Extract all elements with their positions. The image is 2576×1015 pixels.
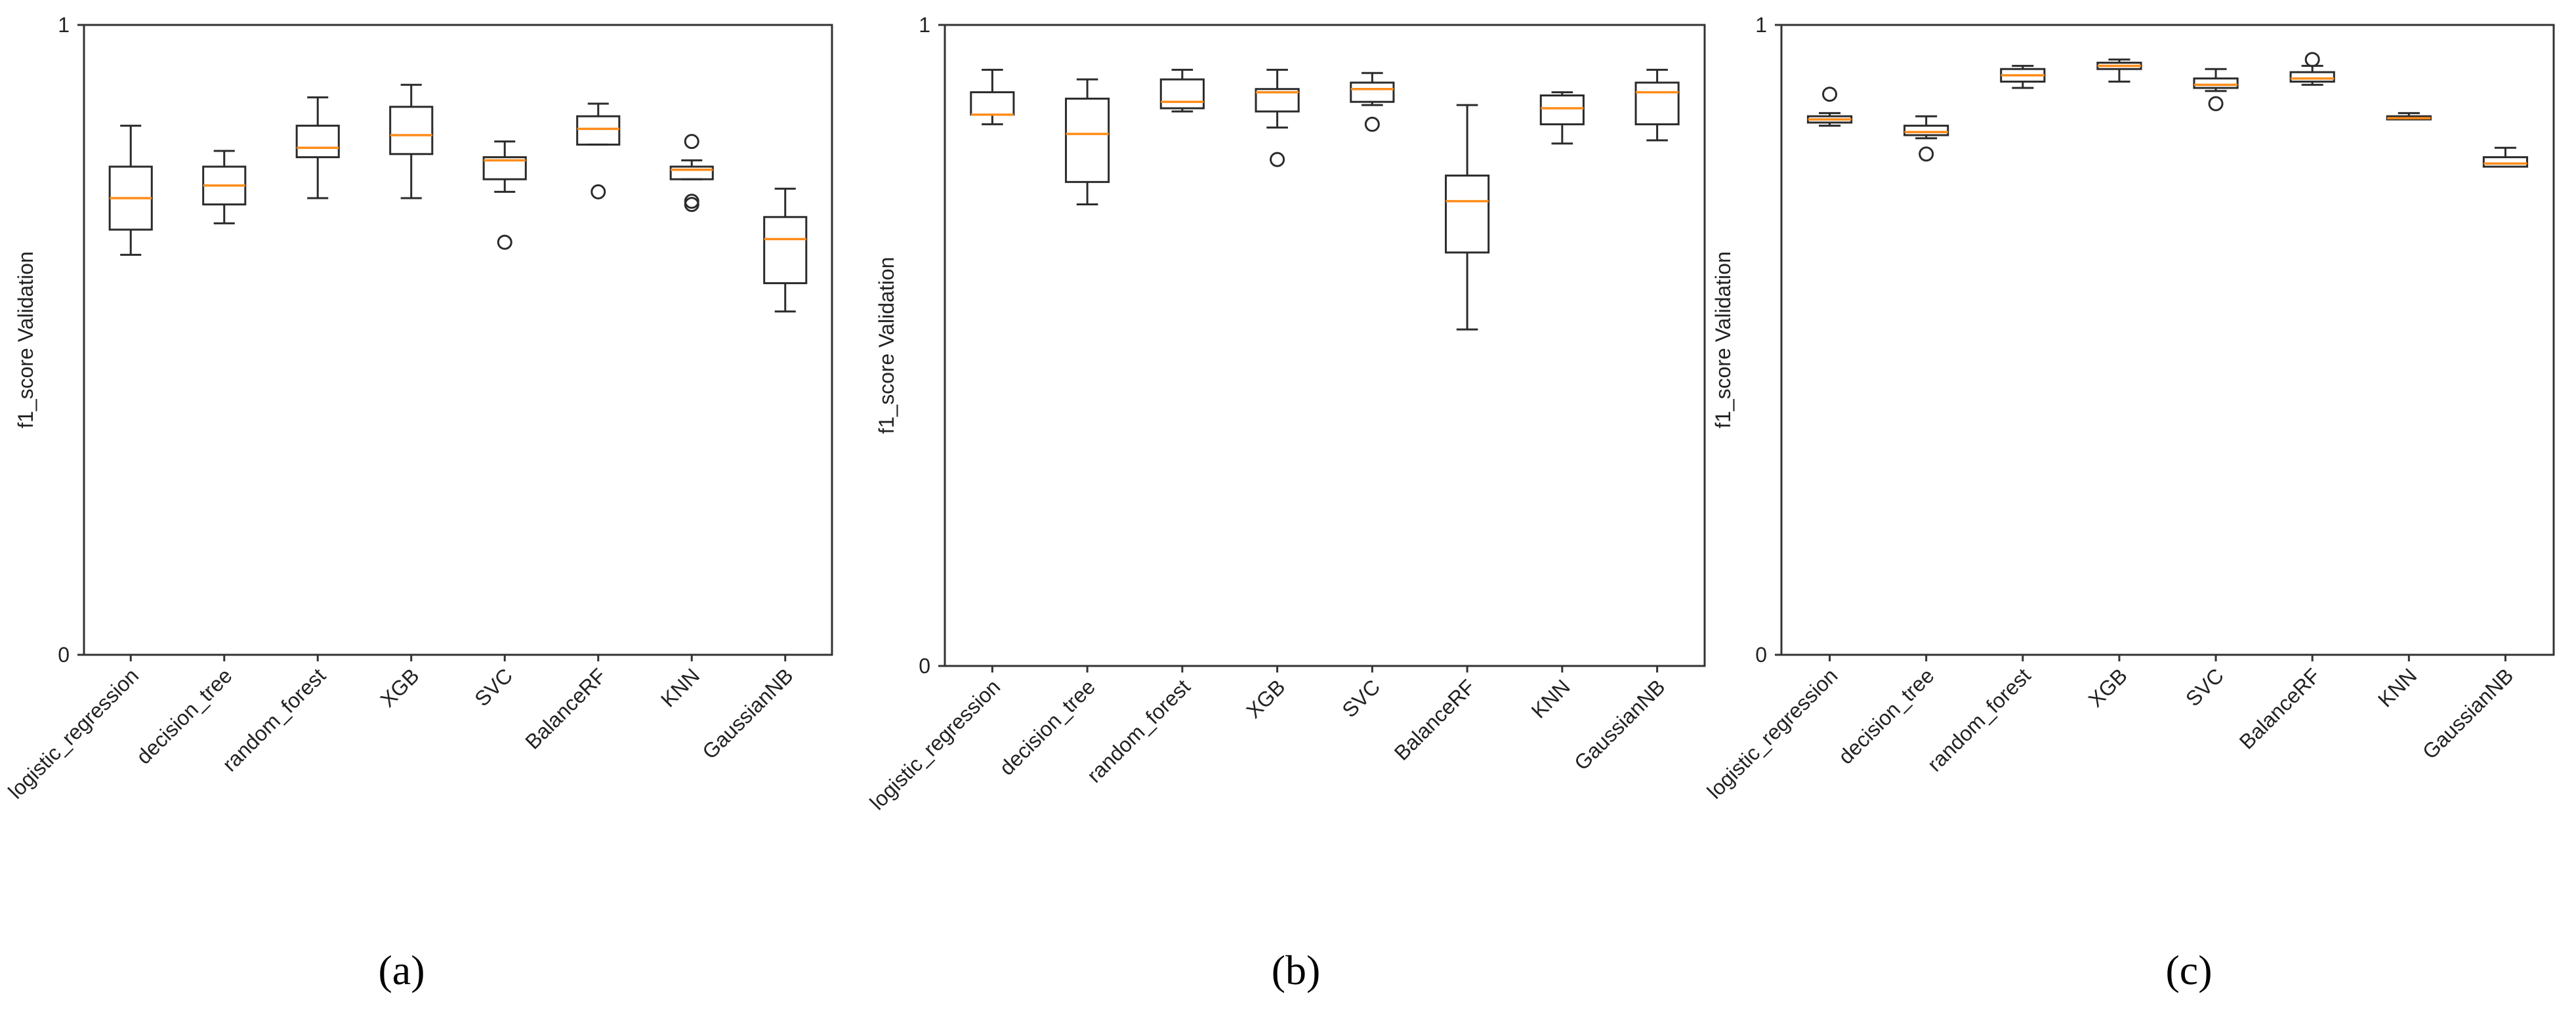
outlier-point [591,184,606,199]
x-tick-label: GaussianNB [697,663,797,763]
plot-frame [83,24,833,656]
panel-label-b: (b) [1272,947,1321,993]
y-axis-label: f1_score Validation [14,251,37,428]
plot-frame [944,24,1706,667]
box-iqr [2482,156,2529,168]
y-axis-label: f1_score Validation [1711,251,1735,428]
x-tick-label: decision_tree [1834,663,1939,768]
y-tick-label: 1 [919,13,930,37]
x-tick-label: BalanceRF [520,663,610,753]
outlier-point [1919,146,1934,162]
x-tick-label: GaussianNB [1569,674,1669,774]
box-iqr [1539,94,1585,125]
x-tick-label: KNN [2373,663,2421,711]
outlier-point [1364,116,1380,132]
y-tick-label: 1 [58,13,70,37]
outlier-point [2304,52,2320,68]
x-tick-label: logistic_regression [3,663,143,803]
outlier-point [1822,87,1838,102]
y-tick-label: 0 [1755,643,1767,667]
x-tick-label: GaussianNB [2418,663,2518,763]
panel-label-a: (a) [378,947,425,993]
box-iqr [970,91,1015,116]
x-tick-label: XGB [2084,663,2132,711]
box-iqr [669,165,714,180]
box-iqr [1634,81,1680,125]
x-tick-label: decision_tree [132,663,237,768]
x-tick-label: KNN [656,663,704,711]
box-iqr [1065,97,1110,183]
y-axis-label: f1_score Validation [875,257,898,434]
box-iqr [389,106,434,155]
outlier-point [684,134,699,150]
box-iqr [763,216,808,285]
x-tick-label: SVC [1337,674,1384,722]
outlier-point [497,234,512,250]
x-tick-label: BalanceRF [2235,663,2325,753]
outlier-point [1270,152,1285,167]
y-tick-label: 0 [58,643,70,667]
box-iqr [1255,88,1300,113]
x-tick-label: logistic_regression [1703,663,1842,803]
box-iqr [295,125,340,159]
panel-label-c: (c) [2165,947,2212,993]
box-iqr [1445,175,1490,254]
box-iqr [2193,77,2239,89]
box-iqr [1159,78,1205,110]
y-tick-label: 1 [1755,13,1767,37]
chart-panel-a: 0 1 f1_score Validation logistic_regression… [3,13,833,803]
outlier-point [684,197,699,213]
x-tick-label: SVC [470,663,517,711]
x-tick-label: random_forest [1922,663,2035,776]
outlier-point [684,194,699,209]
chart-panel-b: 0 1 f1_score Validation logistic_regression… [865,13,1706,814]
outlier-point [2208,96,2224,112]
x-tick-label: KNN [1527,674,1575,722]
plot-frame [1780,24,2555,656]
box-iqr [576,115,621,146]
chart-panel-c: 0 1 f1_score Validation logistic_regression… [1703,13,2555,803]
box-iqr [482,156,527,180]
x-tick-label: SVC [2181,663,2228,711]
x-tick-label: XGB [375,663,423,711]
y-tick-label: 0 [919,654,930,678]
box-iqr [1903,125,1949,136]
box-iqr [2289,71,2335,83]
x-tick-label: XGB [1241,674,1289,722]
x-tick-label: decision_tree [995,674,1100,779]
x-tick-label: BalanceRF [1390,674,1480,764]
x-tick-label: logistic_regression [865,674,1005,814]
box-iqr [1350,81,1395,103]
